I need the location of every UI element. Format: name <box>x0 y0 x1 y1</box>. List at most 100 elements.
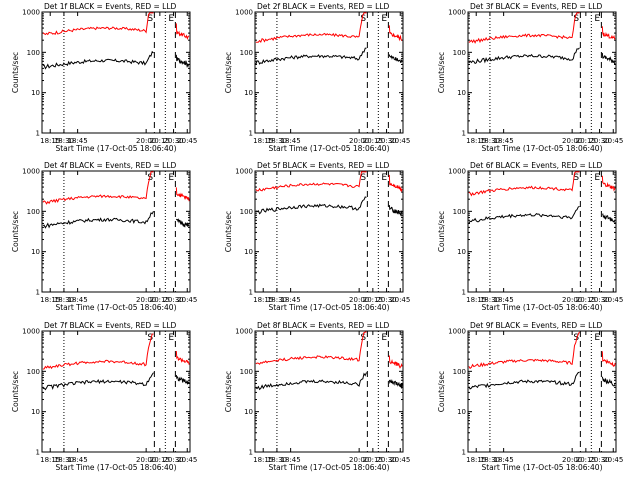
xtick-label: 18:15 <box>466 456 486 464</box>
events-line-pre <box>255 196 367 215</box>
xtick-label: 20:45 <box>390 137 410 145</box>
lld-line-pre <box>255 171 367 192</box>
ytick-label: 100 <box>27 368 40 376</box>
ytick-label: 100 <box>453 49 466 57</box>
lld-line-pre <box>255 331 367 365</box>
marker-label: S <box>360 173 366 183</box>
xtick-label: 18:15 <box>253 296 273 304</box>
events-line-post <box>601 52 616 65</box>
events-line-post <box>175 374 190 385</box>
xtick-label: 20:15 <box>363 296 383 304</box>
lld-line-post <box>601 175 616 192</box>
ytick-label: 1000 <box>22 328 40 336</box>
ytick-label: 10 <box>31 248 40 256</box>
marker-label: S <box>573 14 579 24</box>
xtick-label: 20:00 <box>349 456 369 464</box>
lld-line-post <box>601 351 616 368</box>
xtick-label: 18:45 <box>68 456 88 464</box>
events-line-post <box>602 213 616 224</box>
panel-9: Det 9f BLACK = Events, RED = LLD 1 10 100 10… <box>437 321 623 472</box>
panel-title: Det 2f BLACK = Events, RED = LLD <box>257 2 390 11</box>
lld-line-post <box>388 355 403 369</box>
events-line-pre <box>255 47 367 65</box>
xtick-label: 20:00 <box>562 137 582 145</box>
xtick-label: 20:30 <box>163 456 183 464</box>
xtick-label: 18:30 <box>54 296 74 304</box>
marker-label: E <box>168 14 174 24</box>
xtick-label: 20:00 <box>349 137 369 145</box>
plot-frame <box>254 170 404 293</box>
y-axis-label: Counts/sec <box>437 371 446 412</box>
lld-line-pre <box>468 331 580 370</box>
lld-line-post <box>175 350 190 365</box>
marker-label: E <box>381 14 387 24</box>
y-axis-label: Counts/sec <box>11 52 20 93</box>
panel-title: Det 5f BLACK = Events, RED = LLD <box>257 161 390 170</box>
ytick-label: 1 <box>249 289 253 297</box>
panel-title: Det 1f BLACK = Events, RED = LLD <box>44 2 177 11</box>
marker-label: S <box>147 14 153 24</box>
marker-label: S <box>360 333 366 343</box>
xtick-label: 20:15 <box>150 137 170 145</box>
panel-title: Det 7f BLACK = Events, RED = LLD <box>44 321 177 330</box>
xtick-label: 20:00 <box>136 456 156 464</box>
plot-frame <box>41 170 191 293</box>
xtick-label: 20:45 <box>390 296 410 304</box>
xtick-label: 18:45 <box>281 296 301 304</box>
panel-title: Det 3f BLACK = Events, RED = LLD <box>470 2 603 11</box>
events-line-post <box>175 218 190 228</box>
y-axis-label: Counts/sec <box>11 371 20 412</box>
xtick-label: 18:45 <box>68 296 88 304</box>
xtick-label: 18:15 <box>253 137 273 145</box>
panel-title: Det 4f BLACK = Events, RED = LLD <box>44 161 177 170</box>
panel-title: Det 8f BLACK = Events, RED = LLD <box>257 321 390 330</box>
xtick-label: 18:15 <box>466 296 486 304</box>
xtick-label: 20:45 <box>390 456 410 464</box>
marker-label: S <box>360 14 366 24</box>
events-line-post <box>388 205 403 218</box>
xtick-label: 18:15 <box>40 296 60 304</box>
xtick-label: 18:30 <box>480 137 500 145</box>
ytick-label: 10 <box>31 89 40 97</box>
x-axis-label: Start Time (17-Oct-05 18:06:40) <box>481 463 602 472</box>
ytick-label: 100 <box>453 368 466 376</box>
ytick-label: 100 <box>240 368 253 376</box>
ytick-label: 1000 <box>448 9 466 17</box>
y-axis-label: Counts/sec <box>11 211 20 252</box>
marker-label: E <box>594 14 600 24</box>
ytick-label: 1 <box>462 130 466 138</box>
plot-frame <box>467 170 617 293</box>
xtick-label: 20:00 <box>349 296 369 304</box>
xtick-label: 20:45 <box>603 296 623 304</box>
xtick-label: 20:45 <box>603 456 623 464</box>
ytick-label: 10 <box>244 408 253 416</box>
xtick-label: 20:45 <box>603 137 623 145</box>
lld-line-post <box>601 26 616 40</box>
xtick-label: 18:30 <box>267 456 287 464</box>
marker-label: E <box>168 333 174 343</box>
events-line-post <box>388 378 403 389</box>
xtick-label: 18:30 <box>480 456 500 464</box>
ytick-label: 1 <box>462 289 466 297</box>
ytick-label: 100 <box>453 208 466 216</box>
ytick-label: 10 <box>457 408 466 416</box>
plot-frame <box>467 11 617 134</box>
x-axis-label: Start Time (17-Oct-05 18:06:40) <box>55 463 176 472</box>
panel-2: Det 2f BLACK = Events, RED = LLD 1 10 100 10… <box>224 2 410 153</box>
marker-label: E <box>381 173 387 183</box>
xtick-label: 18:45 <box>494 296 514 304</box>
xtick-label: 18:30 <box>54 456 74 464</box>
xtick-label: 18:30 <box>54 137 74 145</box>
xtick-label: 20:00 <box>136 296 156 304</box>
ytick-label: 1 <box>249 130 253 138</box>
ytick-label: 1000 <box>448 168 466 176</box>
events-line-pre <box>42 50 154 70</box>
events-line-pre <box>42 211 154 229</box>
events-line-post <box>388 54 403 64</box>
xtick-label: 20:30 <box>589 456 609 464</box>
xtick-label: 18:30 <box>267 296 287 304</box>
xtick-label: 20:45 <box>177 137 197 145</box>
ytick-label: 1 <box>36 130 40 138</box>
xtick-label: 18:45 <box>281 456 301 464</box>
plot-frame <box>254 11 404 134</box>
